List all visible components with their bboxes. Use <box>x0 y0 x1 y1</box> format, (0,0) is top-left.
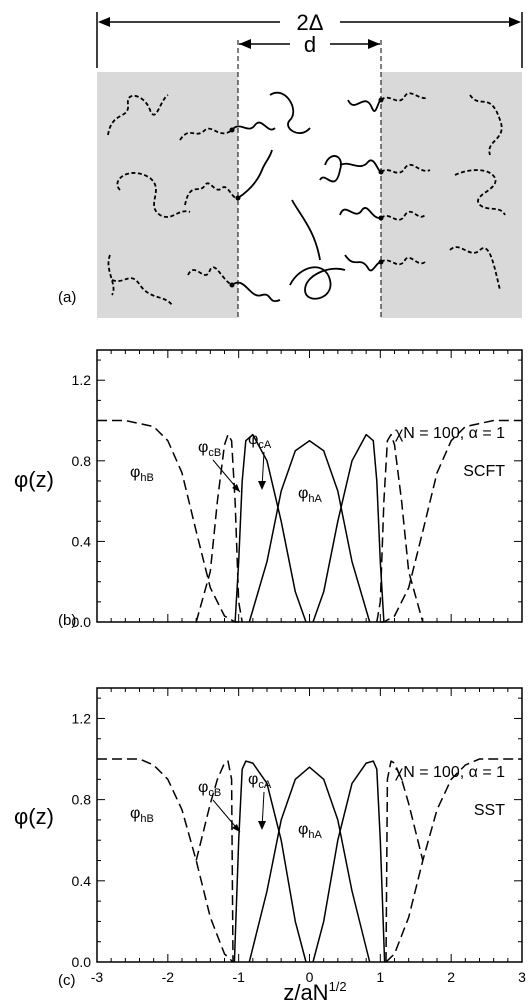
chain-hA-1 <box>269 91 311 134</box>
dim-outer-right-arrow <box>509 17 521 27</box>
chain-hB-3 <box>107 254 173 306</box>
dim-inner-right-arrow <box>368 39 380 49</box>
chain-cB-4 <box>380 92 429 102</box>
panel-c-x-tick-label: 0 <box>306 969 314 985</box>
chain-cB-7 <box>380 256 426 266</box>
panel-b-series-line <box>195 433 243 623</box>
chain-hB-4 <box>469 94 503 156</box>
junction-points <box>229 97 384 288</box>
panel-c-y-tick-label: 1.2 <box>72 710 92 726</box>
panel-c-phi-hA: φhA <box>298 821 322 841</box>
polymer-chains <box>107 91 506 306</box>
panel-b-y-tick-label: 0.4 <box>72 533 92 549</box>
junction-point <box>229 127 235 133</box>
junction-point <box>378 259 384 265</box>
panel-c-series-line <box>195 760 234 963</box>
panel-c-plot-frame <box>96 687 523 963</box>
panel-c-series-line <box>97 758 234 963</box>
junction-point <box>235 195 241 201</box>
chain-cB-5 <box>380 163 431 174</box>
chain-cA-6 <box>339 207 382 219</box>
dim-outer-left-arrow <box>98 17 110 27</box>
panel-c-series-line <box>312 760 386 963</box>
panel-b-y-tick-label: 0.8 <box>72 453 92 469</box>
panel-c-series-line <box>233 760 307 963</box>
panel-c-xlabel: z/aN1/2 <box>283 979 346 1005</box>
panel-b-series-line <box>248 439 371 623</box>
panel-c-x-tick-label: 2 <box>447 969 455 985</box>
panel-a-label: (a) <box>58 289 76 306</box>
panel-b-ylabel: φ(z) <box>14 467 54 492</box>
junction-point <box>378 215 384 221</box>
panel-c-y-tick-label: 0.8 <box>72 792 92 808</box>
panel-b-y-tick-label: 1.2 <box>72 372 92 388</box>
chain-hB-5 <box>454 169 506 216</box>
chain-cA-3 <box>231 281 281 302</box>
panel-b-series-line <box>97 419 239 623</box>
panel-b-phi-hA: φhA <box>298 485 322 505</box>
panel-c-series-line <box>385 760 424 963</box>
panel-c-series-line <box>385 758 522 963</box>
chain-cB-1 <box>179 127 233 141</box>
chain-hA-2 <box>291 199 321 261</box>
panel-c-x-tick-label: -1 <box>232 969 245 985</box>
panel-c-x-tick-label: 3 <box>518 969 526 985</box>
panel-c-series-line <box>248 766 371 963</box>
panel-b: (b) φ(z) χN = 100, α = 1 SCFT φhB φcB φc… <box>14 349 523 630</box>
panel-a: 2Δ d <box>58 10 523 318</box>
chain-cA-5 <box>339 159 382 173</box>
chain-cB-2 <box>184 182 239 206</box>
dim-inner-left-arrow <box>239 39 251 49</box>
panel-b-label: (b) <box>58 612 76 629</box>
dim-inner-label: d <box>304 32 316 57</box>
chain-cA-7 <box>344 254 382 272</box>
panel-b-series-line <box>380 419 522 623</box>
panel-b-phi-cB: φcB <box>198 439 221 459</box>
chain-cA-1 <box>231 121 276 131</box>
panel-c: (c) φ(z) χN = 100, α = 1 SST φhB φcB φcA… <box>14 687 526 1005</box>
chain-cB-6 <box>380 210 426 221</box>
panel-b-series-line <box>234 433 307 623</box>
panel-c-x-tick-label: 1 <box>376 969 384 985</box>
panel-b-phi-hB: φhB <box>130 464 154 484</box>
panel-c-ylabel: φ(z) <box>14 804 54 829</box>
panel-b-arrowhead-cB <box>232 484 240 492</box>
panel-c-method: SST <box>474 802 505 819</box>
panel-b-method: SCFT <box>463 463 505 480</box>
panel-c-phi-cB: φcB <box>198 779 221 799</box>
left-gray-region <box>97 72 238 318</box>
panel-c-phi-hB: φhB <box>130 805 154 825</box>
panel-b-y-tick-label: 0.0 <box>72 614 92 630</box>
chain-hB-2 <box>116 172 191 218</box>
panel-c-y-tick-label: 0.0 <box>72 954 92 970</box>
chain-cB-3 <box>187 266 233 286</box>
panel-c-x-tick-label: -2 <box>162 969 175 985</box>
panel-c-x-tick-label: -3 <box>91 969 104 985</box>
right-gray-region <box>381 72 522 318</box>
panel-c-arrowhead-cB <box>232 824 240 832</box>
junction-point <box>229 282 235 288</box>
panel-b-series-line <box>376 433 424 623</box>
panel-b-phi-cA: φcA <box>248 431 272 451</box>
chain-hA-4 <box>319 155 342 183</box>
chain-hB-6 <box>449 246 501 291</box>
panel-c-arrowhead-cA <box>258 821 266 830</box>
chain-hB-1 <box>107 94 169 136</box>
dim-outer-label: 2Δ <box>297 10 324 35</box>
panel-b-arrowhead-cA <box>258 481 266 490</box>
junction-point <box>378 97 384 103</box>
panel-c-y-tick-label: 0.4 <box>72 873 92 889</box>
panel-c-params: χN = 100, α = 1 <box>395 764 505 781</box>
chain-cA-4 <box>347 99 382 112</box>
junction-point <box>378 169 384 175</box>
panel-b-series-line <box>312 433 385 623</box>
chain-hA-3 <box>289 266 346 300</box>
chain-cA-2 <box>237 149 273 199</box>
panel-b-plot-frame <box>96 349 523 623</box>
panel-b-params: χN = 100, α = 1 <box>395 425 505 442</box>
panel-c-label: (c) <box>58 972 76 989</box>
